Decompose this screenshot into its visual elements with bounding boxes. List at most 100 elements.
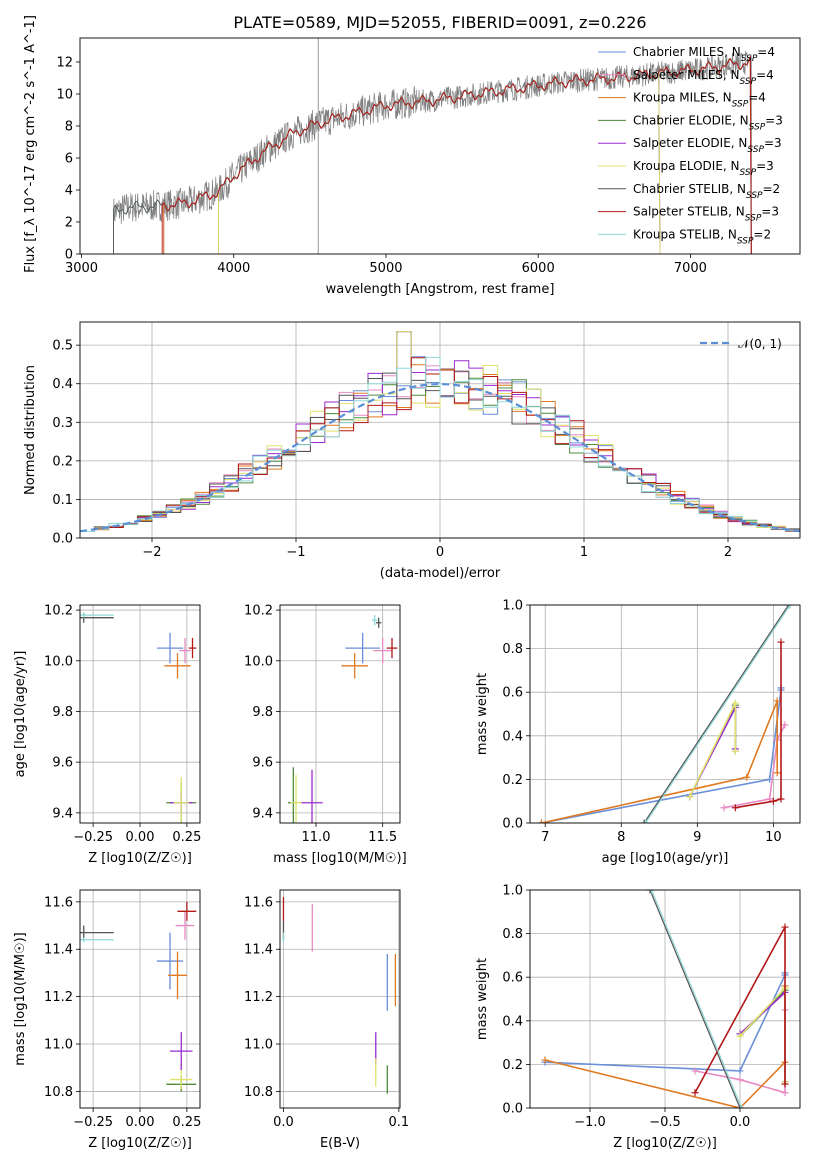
x-tick-label: −0.25	[73, 830, 113, 845]
figure-title: PLATE=0589, MJD=52055, FIBERID=0091, z=0…	[233, 13, 646, 32]
plot-area	[537, 605, 794, 823]
series-line	[649, 890, 741, 1108]
plot-area	[113, 38, 752, 254]
histogram-series	[80, 356, 800, 532]
x-axis-label: wavelength [Angstrom, rest frame]	[326, 282, 555, 297]
legend-label: 𝒩(0, 1)	[738, 337, 782, 351]
y-tick-label: 9.8	[252, 705, 273, 720]
x-axis-label: Z [log10(Z/Z☉)]	[88, 1136, 192, 1151]
x-tick-label: 3000	[65, 261, 98, 276]
series-marker	[736, 1076, 744, 1084]
data-point	[80, 612, 114, 618]
y-tick-label: 0.1	[52, 493, 73, 508]
y-tick-label: 6	[65, 152, 73, 167]
chart-mass-vs-ebv: 0.0 0.1 10.8 11.0 11.2 11.4 11.6 E(B-V)	[244, 889, 410, 1151]
series-marker	[786, 605, 794, 609]
data-point	[168, 951, 187, 999]
x-tick-label: 0.25	[172, 1115, 201, 1130]
plot-area	[288, 615, 398, 823]
x-tick-label: −1	[286, 545, 305, 560]
chart-residuals: −2 −1 0 1 2 0.0 0.1 0.2 0.3 0.4 0.5 (data-model)/er…	[23, 321, 801, 581]
series-marker	[731, 699, 739, 707]
x-tick-label: −2	[142, 545, 161, 560]
x-tick-label: 0.25	[172, 830, 201, 845]
axes-frame	[529, 604, 801, 824]
axes-frame	[279, 889, 401, 1109]
y-tick-label: 4	[65, 184, 73, 199]
y-tick-label: 9.4	[52, 806, 73, 821]
legend: 𝒩(0, 1)	[700, 337, 782, 351]
data-point	[376, 617, 382, 628]
data-point	[345, 632, 380, 664]
spectrum-model-line	[113, 55, 752, 254]
axes-frame	[79, 321, 801, 539]
y-axis-label: Flux [f_λ 10^-17 erg cm^-2 s^-1 A^-1]	[23, 15, 38, 273]
x-tick-label: 8	[617, 830, 625, 845]
x-tick-label: 0.1	[389, 1115, 410, 1130]
x-axis-label: E(B-V)	[320, 1136, 360, 1151]
series-marker	[781, 721, 789, 729]
series-marker	[646, 890, 654, 894]
y-tick-label: 0.8	[502, 642, 523, 657]
plot-area	[541, 890, 789, 1108]
y-tick-label: 0.2	[502, 1058, 523, 1073]
y-axis-label: mass weight	[475, 673, 490, 755]
y-tick-label: 10.8	[44, 1085, 73, 1100]
x-tick-label: 0	[436, 545, 444, 560]
series-marker	[720, 804, 728, 812]
chart-mass-vs-z: −0.25 0.00 0.25 10.8 11.0 11.2 11.4 11.6 Z [log1…	[13, 889, 201, 1151]
y-tick-label: 9.6	[52, 756, 73, 771]
y-tick-label: 11.4	[244, 943, 273, 958]
series-marker	[781, 1089, 789, 1097]
series-marker	[731, 804, 739, 812]
data-point	[372, 615, 378, 626]
x-tick-label: −0.25	[73, 1115, 113, 1130]
x-tick-label: 5000	[369, 261, 402, 276]
data-point	[175, 911, 195, 940]
y-axis-label: mass weight	[475, 958, 490, 1040]
series-marker	[736, 1067, 744, 1075]
data-point	[156, 932, 184, 990]
series-line	[739, 986, 786, 1082]
y-tick-label: 0.0	[52, 532, 73, 547]
axes-frame	[79, 604, 201, 824]
y-tick-label: 0.8	[502, 927, 523, 942]
data-point	[301, 769, 323, 823]
y-tick-label: 8	[65, 120, 73, 135]
x-axis-label: Z [log10(Z/Z☉)]	[88, 851, 192, 866]
x-tick-label: 0.0	[730, 1115, 751, 1130]
series-line	[645, 605, 791, 823]
y-tick-label: 0.4	[52, 377, 73, 392]
x-axis-label: mass [log10(M/M☉)]	[273, 851, 406, 866]
plot-area	[80, 612, 197, 823]
data-point	[188, 637, 197, 659]
legend-label: Kroupa MILES, NSSP=4	[633, 91, 766, 110]
series-marker	[743, 773, 751, 781]
y-tick-label: 11.6	[44, 895, 73, 910]
y-tick-label: 10.0	[44, 654, 73, 669]
chart-mass-weight-vs-z: −1.0 −0.5 0.0 0.0 0.2 0.4 0.6 0.8 1.0 Z [log10(Z/…	[475, 884, 801, 1151]
legend-label: Salpeter ELODIE, NSSP=3	[633, 136, 782, 155]
chart-age-vs-mass: 11.0 11.5 9.4 9.6 9.8 10.0 10.2 mass [log10(M/M…	[244, 604, 407, 866]
chart-age-vs-z: −0.25 0.00 0.25 9.4 9.6 9.8 10.0 10.2 Z [log10(Z…	[13, 604, 201, 866]
y-tick-label: 0.5	[52, 339, 73, 354]
legend-label: Salpeter MILES, NSSP=4	[633, 68, 774, 87]
y-tick-label: 0.0	[502, 1102, 523, 1117]
series-marker	[738, 1104, 745, 1108]
series-marker	[773, 697, 781, 705]
axes-frame	[79, 889, 201, 1109]
y-tick-label: 0.2	[502, 773, 523, 788]
y-axis-label: Normed distribution	[23, 365, 38, 495]
x-tick-label: 0.00	[126, 830, 155, 845]
data-point	[341, 653, 368, 679]
series-marker	[731, 747, 739, 755]
x-tick-label: 7000	[674, 261, 707, 276]
x-tick-label: 2	[724, 545, 732, 560]
y-tick-label: 2	[65, 216, 73, 231]
series-marker	[777, 795, 785, 803]
data-point	[164, 653, 191, 679]
data-point	[170, 1032, 193, 1071]
series-marker	[777, 638, 785, 646]
y-tick-label: 0.0	[502, 817, 523, 832]
